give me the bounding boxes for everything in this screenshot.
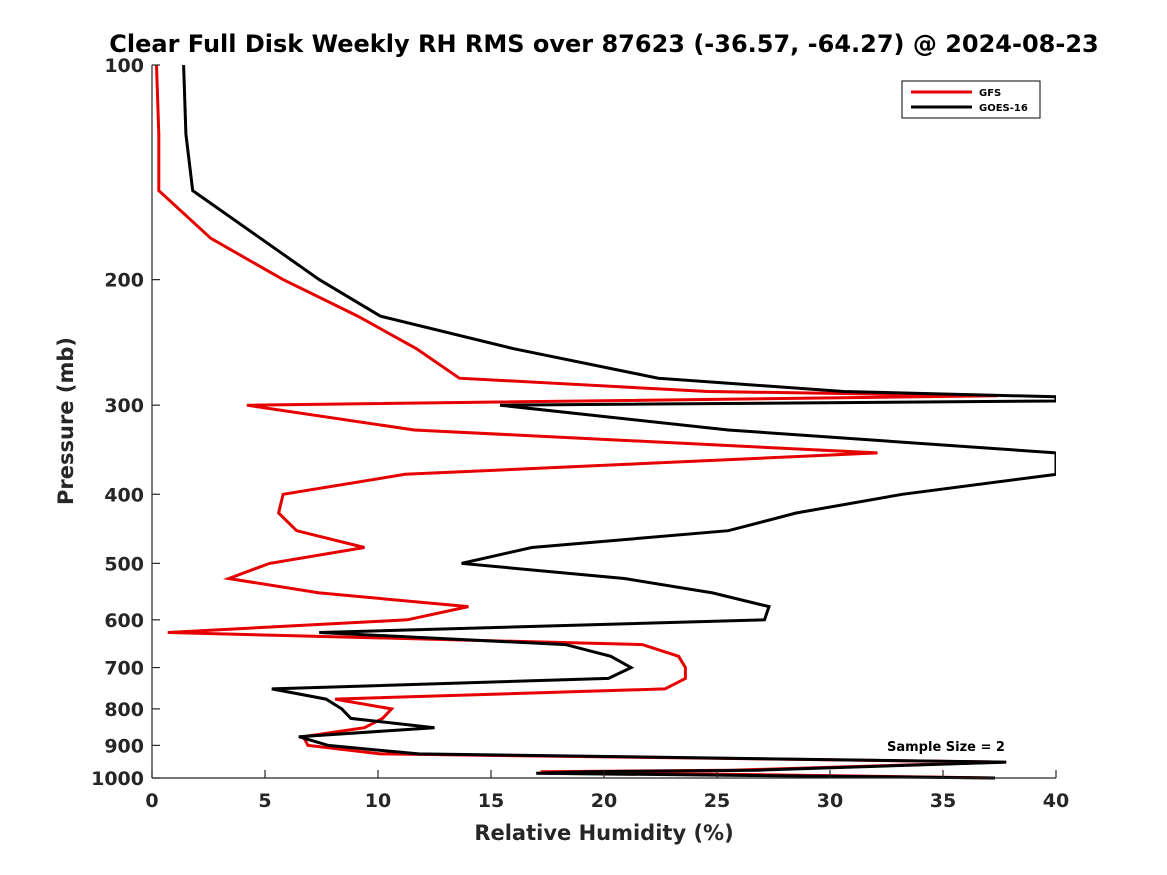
legend: GFS GOES-16 [901, 80, 1041, 119]
x-tick-label: 0 [145, 790, 158, 812]
x-tick-label: 40 [1043, 790, 1069, 812]
x-tick-label: 35 [930, 790, 956, 812]
series-line-gfs [155, 64, 1005, 780]
sample-size-annotation: Sample Size = 2 [887, 740, 1005, 755]
legend-entry-label: GFS [979, 88, 1001, 99]
x-axis-label: Relative Humidity (%) [474, 821, 733, 845]
series-line-goes-16 [182, 64, 1056, 780]
y-tick-label: 700 [104, 658, 144, 680]
plot-area: 0 5 10 15 20 25 30 35 40 100 200 300 400 500 600 700 800… [91, 55, 1069, 812]
y-tick-label: 100 [104, 55, 144, 77]
y-tick-label: 500 [104, 553, 144, 575]
x-tick-label: 30 [817, 790, 843, 812]
chart-title: Clear Full Disk Weekly RH RMS over 87623… [109, 30, 1098, 58]
y-tick-label: 300 [104, 395, 144, 417]
x-tick-label: 25 [704, 790, 730, 812]
y-tick-label: 400 [104, 484, 144, 506]
x-tick-label: 5 [258, 790, 271, 812]
x-tick-label: 15 [478, 790, 504, 812]
x-tick-label: 20 [591, 790, 617, 812]
y-tick-label: 600 [104, 610, 144, 632]
legend-entry-label: GOES-16 [979, 103, 1028, 114]
x-tick-label: 10 [365, 790, 391, 812]
y-tick-label: 1000 [91, 768, 144, 790]
y-tick-label: 800 [104, 699, 144, 721]
legend-box [901, 80, 1041, 119]
y-tick-label: 200 [104, 270, 144, 292]
y-tick-label: 900 [104, 735, 144, 757]
y-axis-label: Pressure (mb) [54, 337, 78, 505]
series-lines [155, 64, 1056, 780]
